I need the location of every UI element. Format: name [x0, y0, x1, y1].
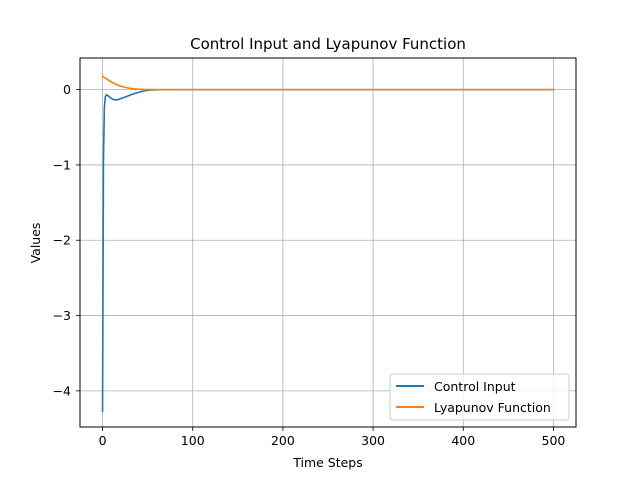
y-tick-label: −1: [53, 157, 71, 172]
y-tick-label: −2: [53, 233, 71, 248]
x-tick-label: 300: [361, 433, 385, 448]
legend: Control Input Lyapunov Function: [389, 373, 570, 421]
y-tick-label: 0: [63, 82, 71, 97]
x-tick-label: 400: [451, 433, 475, 448]
x-tick-label: 100: [181, 433, 205, 448]
x-tick-label: 500: [542, 433, 566, 448]
chart-title: Control Input and Lyapunov Function: [190, 35, 466, 53]
x-tick-label: 200: [271, 433, 295, 448]
legend-label-lyapunov-function: Lyapunov Function: [434, 400, 551, 415]
series-lines: [101, 74, 555, 412]
legend-label-control-input: Control Input: [434, 379, 516, 394]
plot-frame: [79, 57, 577, 428]
y-tick-label: −3: [53, 308, 71, 323]
y-tick-label: −4: [53, 383, 71, 398]
series-line-lyapunov-function: [101, 74, 555, 91]
x-tick-label: 0: [99, 433, 107, 448]
axis-ticks: 0 100 200 300 400 500 0 −1 −2 −3 −4: [53, 82, 566, 448]
legend-frame: [389, 373, 570, 421]
x-axis-label: Time Steps: [292, 455, 363, 470]
y-axis-label: Values: [28, 223, 43, 264]
